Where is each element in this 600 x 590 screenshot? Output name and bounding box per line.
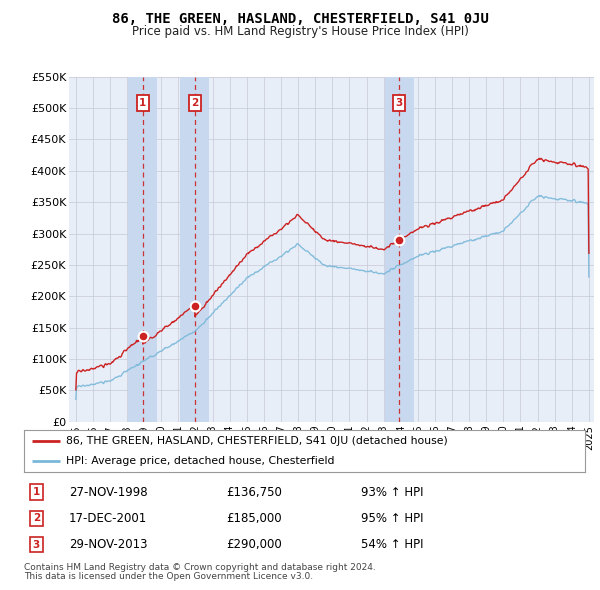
Text: 86, THE GREEN, HASLAND, CHESTERFIELD, S41 0JU (detached house): 86, THE GREEN, HASLAND, CHESTERFIELD, S4… bbox=[66, 435, 448, 445]
Text: 27-NOV-1998: 27-NOV-1998 bbox=[69, 486, 148, 499]
Text: 93% ↑ HPI: 93% ↑ HPI bbox=[361, 486, 423, 499]
Text: 3: 3 bbox=[33, 539, 40, 549]
Text: 3: 3 bbox=[395, 98, 403, 108]
Bar bbox=[128, 77, 157, 422]
Text: 54% ↑ HPI: 54% ↑ HPI bbox=[361, 538, 423, 551]
Text: £136,750: £136,750 bbox=[226, 486, 282, 499]
Text: 1: 1 bbox=[33, 487, 40, 497]
Text: 95% ↑ HPI: 95% ↑ HPI bbox=[361, 512, 423, 525]
Text: £185,000: £185,000 bbox=[226, 512, 281, 525]
Text: 86, THE GREEN, HASLAND, CHESTERFIELD, S41 0JU: 86, THE GREEN, HASLAND, CHESTERFIELD, S4… bbox=[112, 12, 488, 26]
Bar bbox=[181, 77, 209, 422]
Text: This data is licensed under the Open Government Licence v3.0.: This data is licensed under the Open Gov… bbox=[24, 572, 313, 581]
Text: £290,000: £290,000 bbox=[226, 538, 282, 551]
Text: 2: 2 bbox=[191, 98, 199, 108]
Text: Price paid vs. HM Land Registry's House Price Index (HPI): Price paid vs. HM Land Registry's House … bbox=[131, 25, 469, 38]
Text: 17-DEC-2001: 17-DEC-2001 bbox=[69, 512, 147, 525]
Text: 29-NOV-2013: 29-NOV-2013 bbox=[69, 538, 148, 551]
Text: Contains HM Land Registry data © Crown copyright and database right 2024.: Contains HM Land Registry data © Crown c… bbox=[24, 563, 376, 572]
Text: 1: 1 bbox=[139, 98, 146, 108]
Text: 2: 2 bbox=[33, 513, 40, 523]
Bar bbox=[385, 77, 414, 422]
Text: HPI: Average price, detached house, Chesterfield: HPI: Average price, detached house, Ches… bbox=[66, 456, 335, 466]
